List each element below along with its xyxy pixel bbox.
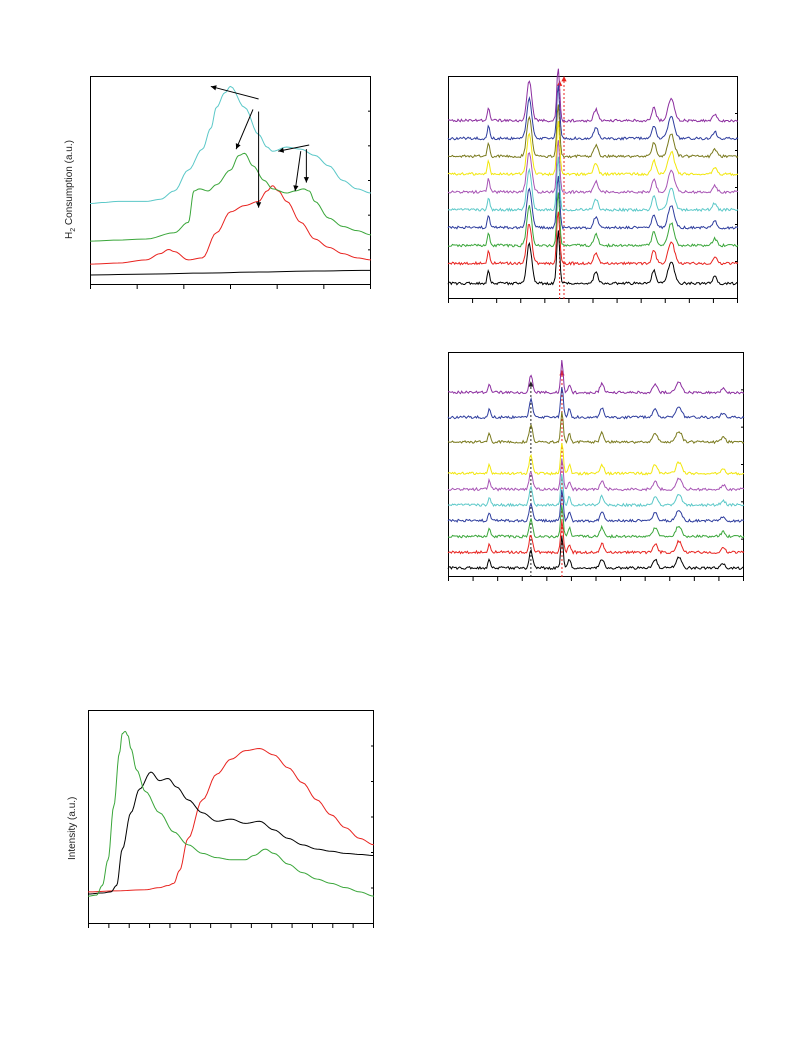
xrd_top-marker-arrow-icon (561, 76, 567, 82)
xrd_top-series-2 (447, 211, 739, 266)
tpr-chart (89, 76, 372, 289)
tpr-annotation-arrow-icon (210, 85, 217, 91)
xrd_bottom-series-5 (447, 473, 745, 508)
xrd_bottom-series-8 (447, 411, 745, 445)
tpr-frame (90, 76, 371, 285)
xrd_bottom-marker-arrow-icon (528, 381, 534, 387)
xrd_top-series-1 (447, 230, 738, 286)
xrd_bottom-series-2 (447, 520, 745, 555)
intensity-chart (87, 710, 375, 928)
xrd-bottom-chart (447, 352, 745, 581)
tpr-ylabel-subscript: 2 (70, 227, 77, 232)
xrd_bottom-series-9 (447, 387, 745, 420)
tpr-annotation-arrow-icon (303, 177, 309, 183)
xrd_top-series-5 (447, 156, 739, 213)
tpr-series-4 (89, 85, 372, 204)
tpr-annotation-line (235, 109, 254, 150)
xrd_bottom-series-10 (448, 359, 744, 395)
spectra-series-2 (87, 771, 375, 895)
xrd-top-chart (447, 68, 739, 303)
xrd_top-series-3 (447, 192, 739, 248)
xrd_top-series-6 (447, 140, 739, 195)
xrd_bottom-series-3 (447, 504, 745, 539)
tpr-annotation-line (210, 85, 259, 100)
tpr-annotation-arrow-icon (278, 147, 285, 153)
xrd-bottom-plot (447, 352, 745, 581)
xrd_top-series-9 (447, 85, 739, 141)
xrd_bottom-series-1 (447, 535, 744, 571)
tpr-series-3 (89, 152, 372, 242)
tpr-series-2 (89, 185, 372, 265)
xrd_top-series-10 (448, 68, 738, 123)
tpr-annotation-arrow-icon (255, 202, 262, 208)
tpr-annotation-line (294, 151, 302, 192)
xrd_bottom-series-6 (447, 458, 745, 492)
xrd-top-plot (447, 68, 739, 303)
spectra-frame (88, 710, 374, 924)
xrd_top-series-7 (447, 120, 738, 177)
spectra-series-1 (87, 748, 375, 893)
intensity-y-axis-label: Intensity (a.u.) (67, 797, 78, 860)
xrd_bottom-frame (448, 352, 744, 577)
tpr-y-axis-label: H2 Consumption (a.u.) (64, 140, 77, 239)
xrd_bottom-marker-arrow-icon (559, 370, 565, 376)
tpr-series-1 (89, 269, 372, 276)
xrd_top-series-8 (447, 104, 739, 159)
tpr-annotation-arrow-icon (235, 143, 241, 150)
tpr-ylabel-rest: Consumption (a.u.) (64, 140, 75, 228)
spectra-series-3 (87, 730, 375, 897)
intensity-ylabel: Intensity (a.u.) (67, 796, 78, 860)
tpr-annotation-arrow-icon (293, 185, 299, 191)
xrd_bottom-series-7 (447, 442, 744, 476)
tpr-plot (89, 76, 372, 289)
xrd_bottom-series-4 (447, 489, 744, 523)
xrd_top-series-4 (447, 175, 738, 230)
tpr-ylabel-h: H (64, 231, 75, 239)
intensity-plot (87, 710, 375, 928)
